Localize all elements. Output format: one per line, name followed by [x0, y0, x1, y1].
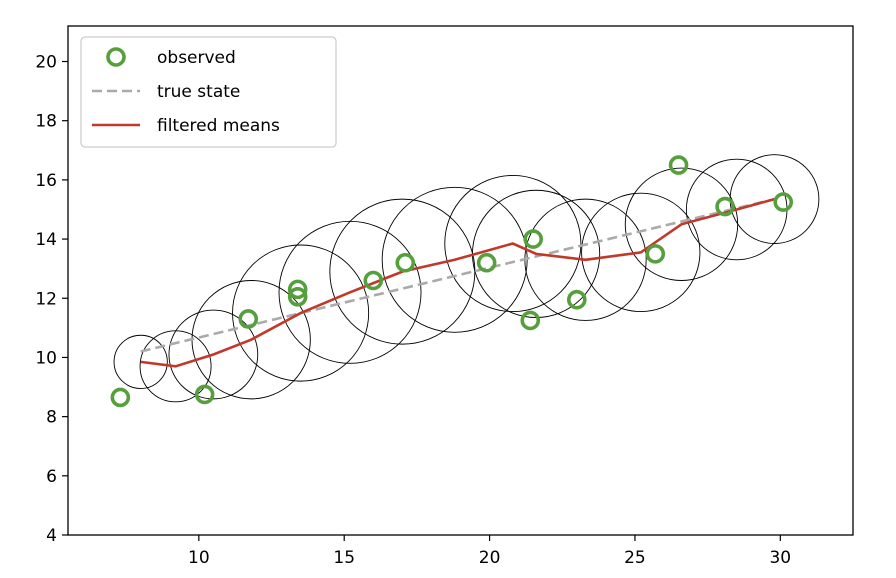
legend-observed-marker	[106, 47, 126, 67]
observed-point	[520, 310, 541, 331]
legend-label: filtered means	[157, 116, 280, 136]
observed-point	[523, 229, 543, 249]
x-tick-label: 20	[479, 548, 501, 568]
y-tick-label: 20	[35, 53, 57, 73]
uncertainty-circles	[113, 154, 820, 403]
observed-point	[395, 252, 416, 273]
observed-markers	[110, 155, 794, 408]
observed-point	[238, 309, 259, 329]
true-state-line	[140, 197, 775, 353]
uncertainty-circle	[581, 192, 701, 313]
uncertainty-circle	[444, 174, 582, 313]
y-tick-label: 6	[46, 467, 57, 487]
legend: observed true state filtered means	[80, 36, 337, 148]
y-tick-label: 4	[46, 526, 57, 546]
uncertainty-circle	[113, 334, 168, 389]
axes: 10 15 20 25 30 4 6 8 10 12 14 16 18 20	[35, 53, 791, 568]
legend-label: observed	[157, 48, 236, 68]
plot-frame	[67, 25, 854, 536]
observed-point	[773, 192, 794, 212]
y-tick-label: 12	[35, 289, 57, 309]
filtered-means-line	[140, 197, 775, 368]
observed-point	[476, 252, 497, 273]
x-tick-label: 15	[333, 548, 355, 568]
x-tick-label: 25	[624, 548, 646, 568]
x-tick-label: 30	[769, 548, 791, 568]
x-tick-label: 10	[188, 548, 210, 568]
y-tick-label: 14	[35, 230, 57, 250]
y-tick-label: 18	[35, 112, 57, 132]
legend-label: true state	[157, 82, 240, 102]
y-tick-label: 8	[46, 408, 57, 428]
y-tick-label: 10	[35, 348, 57, 368]
observed-point	[645, 244, 666, 264]
observed-point	[287, 279, 308, 300]
uncertainty-circle	[232, 244, 370, 382]
observed-point	[566, 289, 587, 310]
legend-box	[80, 36, 337, 148]
observed-point	[668, 155, 689, 175]
y-tick-label: 16	[35, 171, 57, 191]
observed-point	[287, 286, 308, 307]
observed-point	[110, 387, 131, 408]
observed-point	[194, 384, 215, 405]
observed-point	[715, 196, 735, 217]
observed-point	[363, 270, 384, 291]
